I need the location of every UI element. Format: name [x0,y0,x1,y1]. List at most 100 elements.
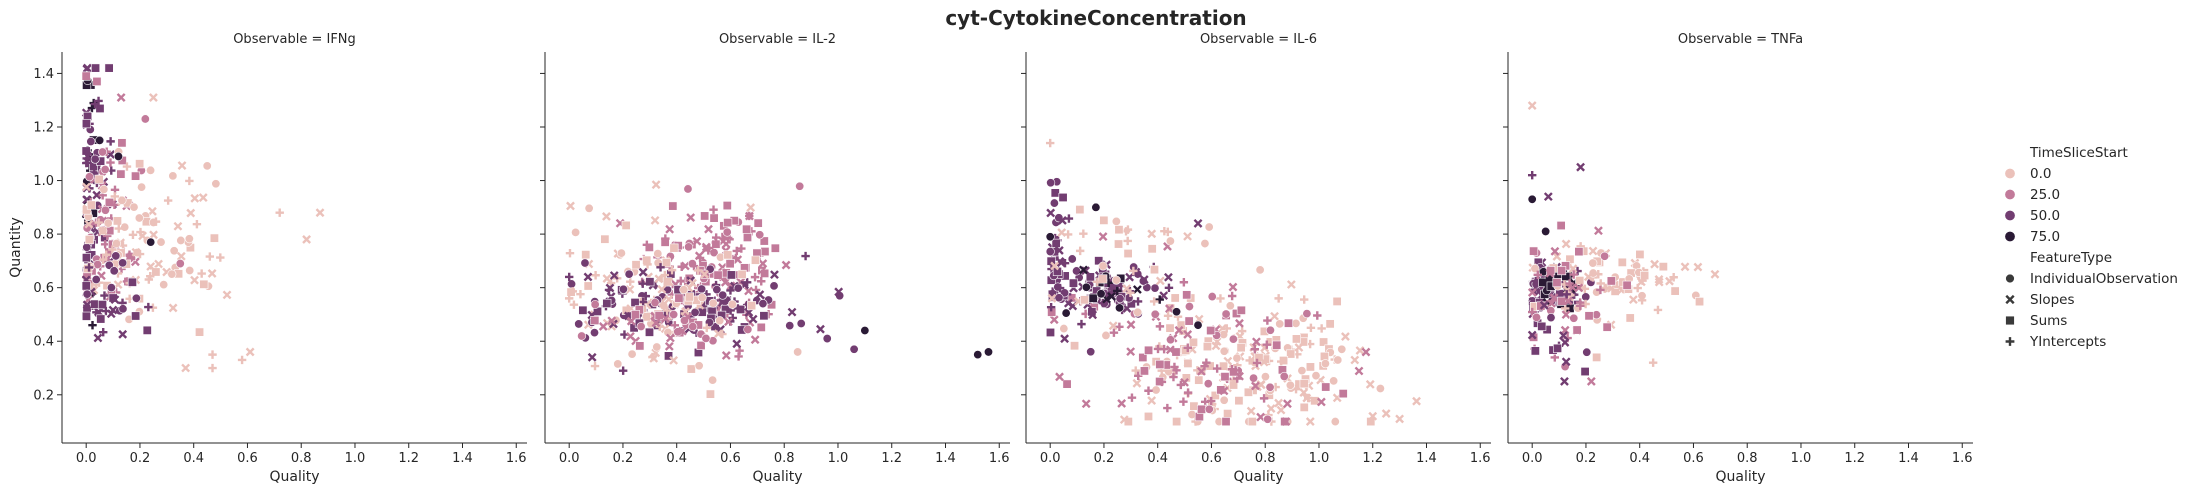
data-point-circle [708,375,718,385]
data-point-x [245,347,255,357]
data-point-x [1219,386,1229,396]
data-point-x [181,363,191,373]
data-point-plus [757,277,766,286]
data-point-plus [1126,288,1135,297]
data-point-x [748,314,758,324]
data-point-square [135,159,145,169]
data-point-circle [758,299,768,309]
legend-style-label: Sums [2030,313,2067,329]
figure-title: cyt-CytokineConcentration [945,6,1246,30]
legend-hue-swatch [2004,231,2016,243]
data-point-plus [1176,380,1186,390]
data-point-square [1286,349,1296,359]
data-point-square [631,260,641,270]
data-point-circle [159,280,169,290]
data-point-square [742,224,752,234]
data-point-plus [677,262,686,271]
data-point-square [1188,337,1198,347]
x-axis-label: Quality [752,469,802,485]
data-point-circle [571,227,581,237]
data-point-x [1079,265,1088,275]
data-point-circle [697,293,707,303]
x-tick-label: 0.0 [559,451,580,466]
data-point-x [704,224,713,234]
data-point-square [81,281,91,291]
data-point-circle [1046,178,1056,188]
data-point-plus [565,249,575,258]
data-point-plus [84,263,94,272]
data-point-plus [564,294,574,303]
data-point-x [1250,381,1260,391]
data-point-x [750,335,760,345]
data-point-plus [146,272,155,281]
data-point-x [1196,366,1206,376]
data-point-x [154,259,163,269]
y-tick-label: 0.6 [33,281,54,296]
data-point-circle [1200,239,1210,249]
data-point-square [1557,296,1567,306]
x-tick-label: 1.0 [345,451,366,466]
data-point-circle [156,237,166,247]
data-point-x [625,285,635,294]
data-point-x [1305,417,1315,426]
x-tick-label: 0.6 [1683,451,1704,466]
data-point-circle [1225,301,1235,311]
data-point-circle [1541,226,1551,236]
x-tick-label: 1.6 [989,451,1010,466]
data-point-circle [1061,308,1071,318]
data-point-circle [1203,379,1213,389]
data-point-square [1325,319,1335,329]
data-point-plus [94,218,103,227]
data-point-plus [1046,302,1056,312]
data-point-circle [1527,194,1537,204]
data-point-square [644,327,654,337]
data-point-x [1126,347,1136,357]
data-point-square [127,277,137,287]
panel-title: Observable = IFNg [233,32,356,47]
data-point-circle [1532,312,1542,322]
data-point-plus [208,363,217,373]
data-point-plus [1133,297,1143,306]
data-point-x [626,316,636,326]
data-point-square [635,341,645,351]
data-point-square [713,270,723,280]
data-point-circle [1204,222,1214,232]
data-point-circle [1067,254,1077,264]
data-point-plus [98,255,108,264]
x-tick-label: 0.6 [720,451,741,466]
data-point-x [1299,388,1309,397]
data-point-plus [1123,225,1133,234]
data-point-plus [1291,384,1301,394]
data-point-square [1574,247,1584,257]
data-point-plus [1250,345,1260,354]
data-point-square [1080,295,1090,305]
data-point-square [1210,390,1220,400]
x-tick-label: 0.2 [1094,451,1115,466]
data-point-circle [1320,359,1330,369]
data-point-x [1155,276,1165,286]
x-axis-label: Quality [269,469,319,485]
x-tick-label: 0.4 [183,451,204,466]
data-point-circle [669,309,679,319]
scatter-points [81,63,325,373]
x-tick-label: 1.2 [1362,451,1383,466]
data-point-x [207,268,217,278]
data-point-square [723,218,733,228]
data-point-square [86,200,96,210]
data-point-plus [1153,344,1163,354]
data-point-circle [2005,273,2015,284]
data-point-x [1693,262,1703,272]
data-point-square [116,169,126,179]
data-point-circle [85,172,95,182]
data-point-plus [100,240,110,249]
x-tick-label: 1.0 [1791,451,1812,466]
data-point-x [1164,304,1174,314]
data-point-x [1654,275,1664,284]
data-point-plus [1179,397,1188,406]
data-point-x [664,277,674,287]
x-tick-label: 1.2 [1844,451,1865,466]
data-point-x [686,213,696,222]
data-point-square [1635,249,1645,259]
data-point-x [1710,269,1720,279]
data-point-plus [102,250,111,259]
